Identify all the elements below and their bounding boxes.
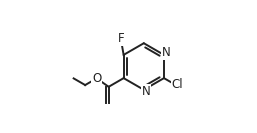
- Text: O: O: [92, 72, 101, 85]
- Text: F: F: [118, 32, 125, 45]
- Text: Cl: Cl: [172, 78, 183, 91]
- Text: N: N: [142, 85, 151, 98]
- Text: N: N: [162, 46, 171, 59]
